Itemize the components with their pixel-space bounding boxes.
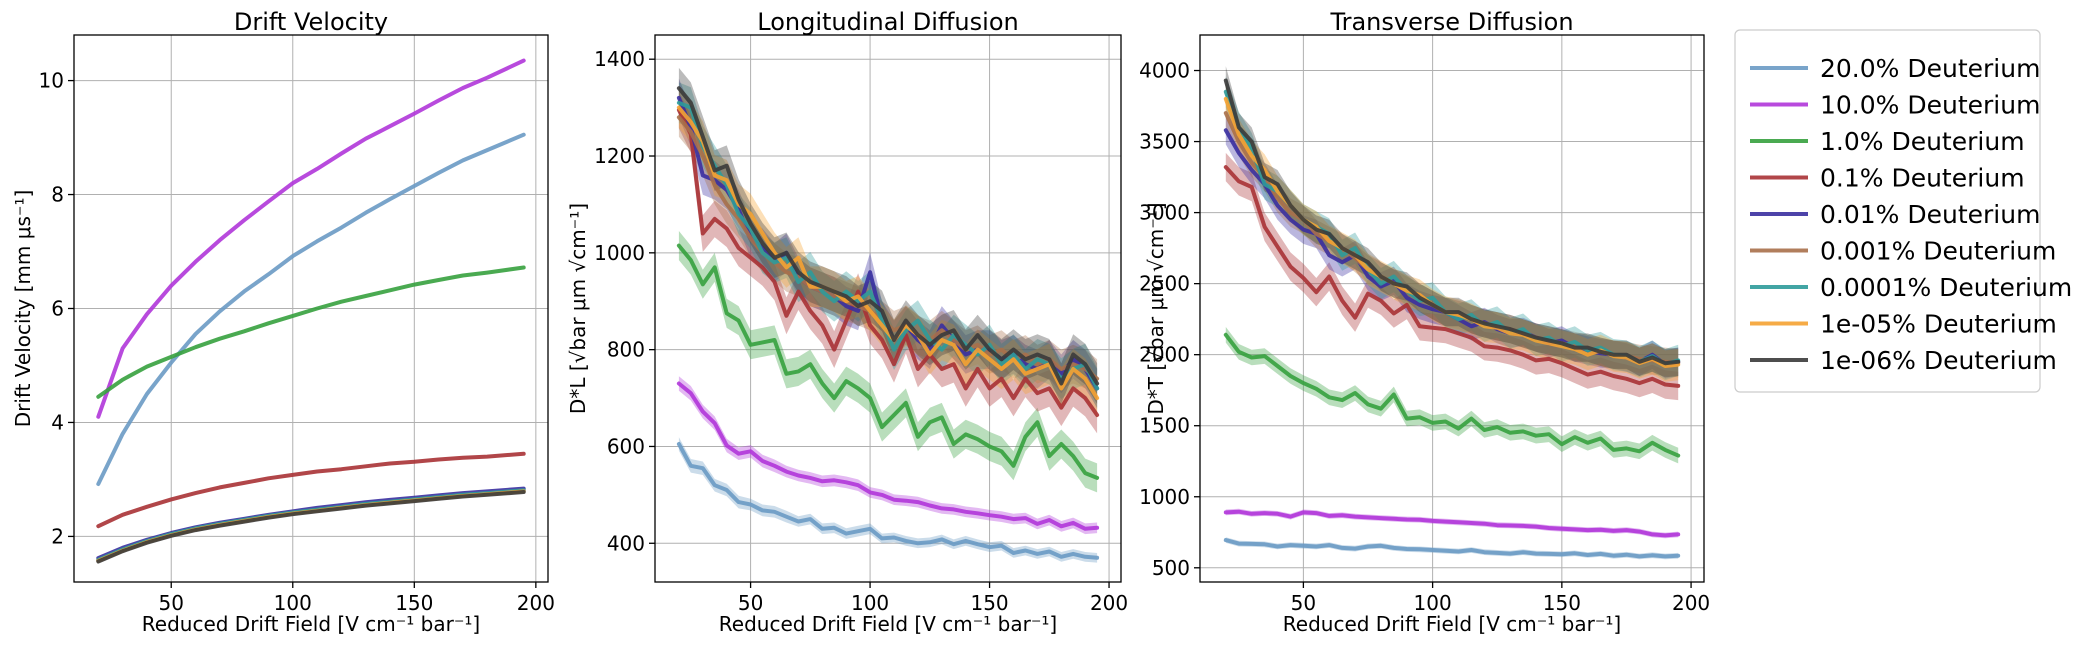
y-axis-label: Drift Velocity [mm μs⁻¹] [11,190,35,428]
legend-item: 0.1% Deuterium [1750,164,2025,193]
y-tick-label: 1000 [594,241,645,265]
series-line-1 [1223,538,1681,559]
series-line-9 [676,86,1100,386]
legend-item: 1e-06% Deuterium [1750,346,2057,375]
series-line-3 [676,243,1100,480]
legend-label: 10.0% Deuterium [1820,91,2040,120]
x-axis-label: Reduced Drift Field [V cm⁻¹ bar⁻¹] [1283,612,1621,636]
plot-frame [1199,34,1705,583]
series-group [1223,66,1681,560]
series-line-8 [676,105,1100,401]
y-tick-label: 500 [1152,556,1190,580]
y-tick-label: 800 [607,338,645,362]
y-tick-label: 1400 [594,47,645,71]
y-tick-label: 8 [51,183,64,207]
series-line-2 [676,381,1100,531]
legend-item: 0.01% Deuterium [1750,200,2040,229]
x-axis-label: Reduced Drift Field [V cm⁻¹ bar⁻¹] [142,612,480,636]
series-line-1 [96,132,526,486]
legend-label: 1e-06% Deuterium [1820,346,2057,375]
y-tick-label: 1200 [594,144,645,168]
series-line-4 [96,451,526,529]
y-tick-label: 2000 [1139,343,1190,367]
y-tick-label: 3000 [1139,201,1190,225]
x-tick-label: 100 [851,591,889,615]
legend: 20.0% Deuterium 10.0% Deuterium 1.0% Deute… [1734,29,2072,393]
y-tick-label: 2 [51,524,64,548]
x-axis-label: Reduced Drift Field [V cm⁻¹ bar⁻¹] [719,612,1057,636]
y-tick-label: 10 [39,69,64,93]
series-band-5 [1225,116,1679,379]
series-band-4 [1225,152,1679,401]
legend-label: 1e-05% Deuterium [1820,310,2057,339]
series-line-4 [1223,165,1681,388]
y-tick-label: 4000 [1139,59,1190,83]
series-line-3 [1223,332,1681,458]
series-line-9 [96,490,526,564]
legend-item: 10.0% Deuterium [1750,91,2040,120]
x-tick-label: 50 [1291,591,1316,615]
x-tick-label: 100 [274,591,312,615]
x-tick-label: 200 [1090,591,1128,615]
y-tick-label: 400 [607,531,645,555]
legend-label: 0.0001% Deuterium [1820,273,2072,302]
x-tick-label: 150 [1543,591,1581,615]
y-axis-label: D*T [√bar μm √cm⁻¹] [1144,202,1168,414]
series-line-3 [96,265,526,399]
legend-item: 1e-05% Deuterium [1750,310,2057,339]
series-line-2 [96,58,526,419]
y-tick-label: 3500 [1139,130,1190,154]
legend-item: 0.0001% Deuterium [1750,273,2072,302]
x-tick-label: 150 [395,591,433,615]
chart-title: Drift Velocity [234,8,388,36]
series-line-1 [676,442,1100,560]
x-tick-label: 50 [738,591,763,615]
legend-label: 1.0% Deuterium [1820,127,2025,156]
series-band-6 [1225,98,1679,378]
series-line-4 [676,108,1100,417]
legend-item: 20.0% Deuterium [1750,54,2040,83]
series-group [96,58,526,564]
x-tick-label: 100 [1414,591,1452,615]
y-tick-label: 600 [607,434,645,458]
x-tick-label: 150 [970,591,1008,615]
chart-title: Transverse Diffusion [1329,8,1573,36]
chart-panels: 50 100 150 200 2 4 6 8 10 Drift Velocity Reduced D… [11,8,1710,636]
series-band-2 [678,376,1098,535]
y-tick-label: 1000 [1139,485,1190,509]
y-axis-label: D*L [√bar μm √cm⁻¹] [566,203,590,414]
series-line-2 [1223,509,1681,538]
legend-label: 20.0% Deuterium [1820,54,2040,83]
legend-items: 20.0% Deuterium 10.0% Deuterium 1.0% Deute… [1750,54,2072,375]
chart-panel-1: 50 100 150 200 2 4 6 8 10 Drift Velocity Reduced D… [11,8,555,636]
legend-label: 0.001% Deuterium [1820,237,2056,266]
legend-frame [1734,29,2041,393]
x-tick-label: 200 [517,591,555,615]
y-tick-label: 4 [51,410,64,434]
chart-title: Longitudinal Diffusion [757,8,1018,36]
series-group [676,67,1100,563]
x-tick-label: 200 [1672,591,1710,615]
chart-panel-3: 50 100 150 200 500 1000 1500 2000 2500 3000 3500 40… [1139,8,1710,636]
series-line-9 [1223,78,1681,366]
y-tick-label: 1500 [1139,414,1190,438]
legend-item: 1.0% Deuterium [1750,127,2025,156]
legend-item: 0.001% Deuterium [1750,237,2056,266]
legend-label: 0.01% Deuterium [1820,200,2040,229]
y-tick-label: 6 [51,297,64,321]
plot-frame [654,34,1122,583]
legend-label: 0.1% Deuterium [1820,164,2025,193]
y-tick-label: 2500 [1139,272,1190,296]
x-tick-label: 50 [159,591,184,615]
chart-panel-2: 50 100 150 200 400 600 800 1000 1200 1400 Longitud… [566,8,1128,636]
